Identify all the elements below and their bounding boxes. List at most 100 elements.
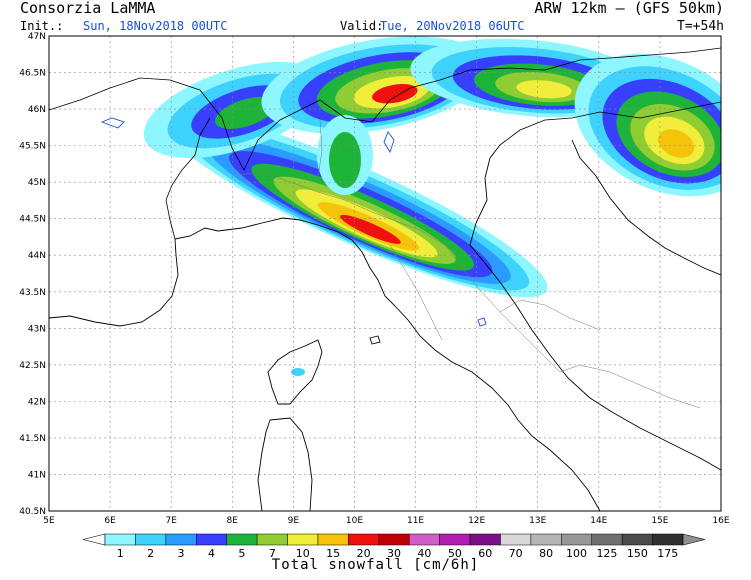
lake-trasimeno [477,317,487,327]
legend-arrow-high [682,533,706,546]
france-coast [49,238,179,327]
snow-contour [658,129,695,158]
lon-tick-label: 12E [468,516,485,526]
legend-swatch [135,533,167,546]
alpine-border [49,47,721,171]
longitude-labels: 5E 6E 7E 8E 9E 10E 11E 12E 13E 14E 15E 16E [43,516,730,526]
legend-swatch [561,533,592,546]
lat-lon-grid [49,36,721,511]
lat-tick-label: 45N [28,178,46,188]
legend-label: 125 [596,547,617,560]
forecast-step: T=+54h [677,19,724,34]
elba-island [369,335,381,345]
legend-swatch [652,533,684,546]
lon-tick-label: 14E [590,516,607,526]
italy-east-coast [469,144,721,471]
lon-tick-label: 11E [407,516,424,526]
init-label: Init.: [20,19,64,33]
coastlines-borders [49,47,721,511]
lat-tick-label: 46.5N [19,69,46,79]
lon-tick-label: 10E [346,516,363,526]
legend-swatch [287,533,319,546]
legend-swatch [500,533,532,546]
croatia-coast [571,139,721,276]
legend-label: 70 [509,547,523,560]
legend-swatch [439,533,471,546]
legend-label: 3 [178,547,185,560]
snow-area-central-alps [261,36,489,134]
snow-area-ligurian-apennines [162,112,548,298]
lon-tick-label: 6E [104,516,116,526]
legend-label: 2 [147,547,154,560]
lon-tick-label: 9E [288,516,300,526]
snowfall-field [143,36,721,376]
legend-swatch [165,533,197,546]
lat-tick-label: 43N [28,324,46,334]
lat-tick-label: 41N [28,470,46,480]
valid-label: Valid: [340,19,384,33]
legend-label: 1 [117,547,124,560]
lon-tick-label: 15E [651,516,668,526]
lat-tick-label: 44N [28,251,46,261]
legend-label: 5 [238,547,245,560]
color-legend: 1 2 3 4 5 7 10 15 20 30 40 50 60 70 80 100 125 150 175 [82,533,706,560]
lat-tick-label: 46N [28,105,46,115]
legend-label: 50 [448,547,462,560]
slovenia-border [499,101,721,146]
legend-swatch [196,533,227,546]
legend-label: 30 [387,547,401,560]
snow-contour [340,214,401,244]
snow-contour-corsica [291,368,305,376]
lat-tick-label: 43.5N [19,288,46,298]
lat-tick-label: 42.5N [19,361,46,371]
lat-tick-label: 45.5N [19,142,46,152]
legend-swatch [226,533,258,546]
legend-label: 4 [208,547,215,560]
lake-garda [383,131,395,154]
italy-west-coast [174,217,601,511]
snow-contour [329,132,361,188]
legend-swatch [621,533,653,546]
lon-tick-label: 8E [227,516,239,526]
legend-swatch [348,533,380,546]
region-borders [237,119,701,409]
legend-swatch [317,533,349,546]
legend-label: 150 [627,547,648,560]
legend-label: 175 [657,547,678,560]
legend-swatch [378,533,410,546]
snow-area-croatia-slovenia [574,53,721,197]
legend-swatch [104,533,136,546]
map-frame [48,35,722,512]
snow-contour [215,96,276,129]
source-title: Consorzia LaMMA [20,0,156,17]
latitude-labels: 47N 46.5N 46N 45.5N 45N 44.5N 44N 43.5N 43N 42.5N… [19,32,46,517]
legend-swatch [408,533,440,546]
legend-title: Total snowfall [cm/6h] [271,557,480,573]
france-italy-border [165,117,211,240]
legend-label: 60 [478,547,492,560]
lat-tick-label: 44.5N [19,215,46,225]
legend-label: 10 [296,547,310,560]
init-value: Sun, 18Nov2018 00UTC [83,19,228,33]
lat-tick-label: 47N [28,32,46,42]
legend-swatch [591,533,623,546]
legend-label: 7 [269,547,276,560]
snow-contour [516,80,572,99]
lat-tick-label: 42N [28,397,46,407]
lat-tick-label: 41.5N [19,434,46,444]
lon-tick-label: 7E [165,516,177,526]
legend-label: 40 [417,547,431,560]
corsica [267,339,323,405]
legend-label: 20 [357,547,371,560]
legend-label: 15 [326,547,340,560]
legend-swatch [256,533,288,546]
legend-swatch [469,533,501,546]
snow-contour [372,83,418,104]
lon-tick-label: 16E [712,516,729,526]
legend-label: 100 [566,547,587,560]
legend-arrow-low [82,533,106,546]
legend-swatch [530,533,562,546]
legend-label: 80 [539,547,553,560]
sardinia [257,417,313,511]
